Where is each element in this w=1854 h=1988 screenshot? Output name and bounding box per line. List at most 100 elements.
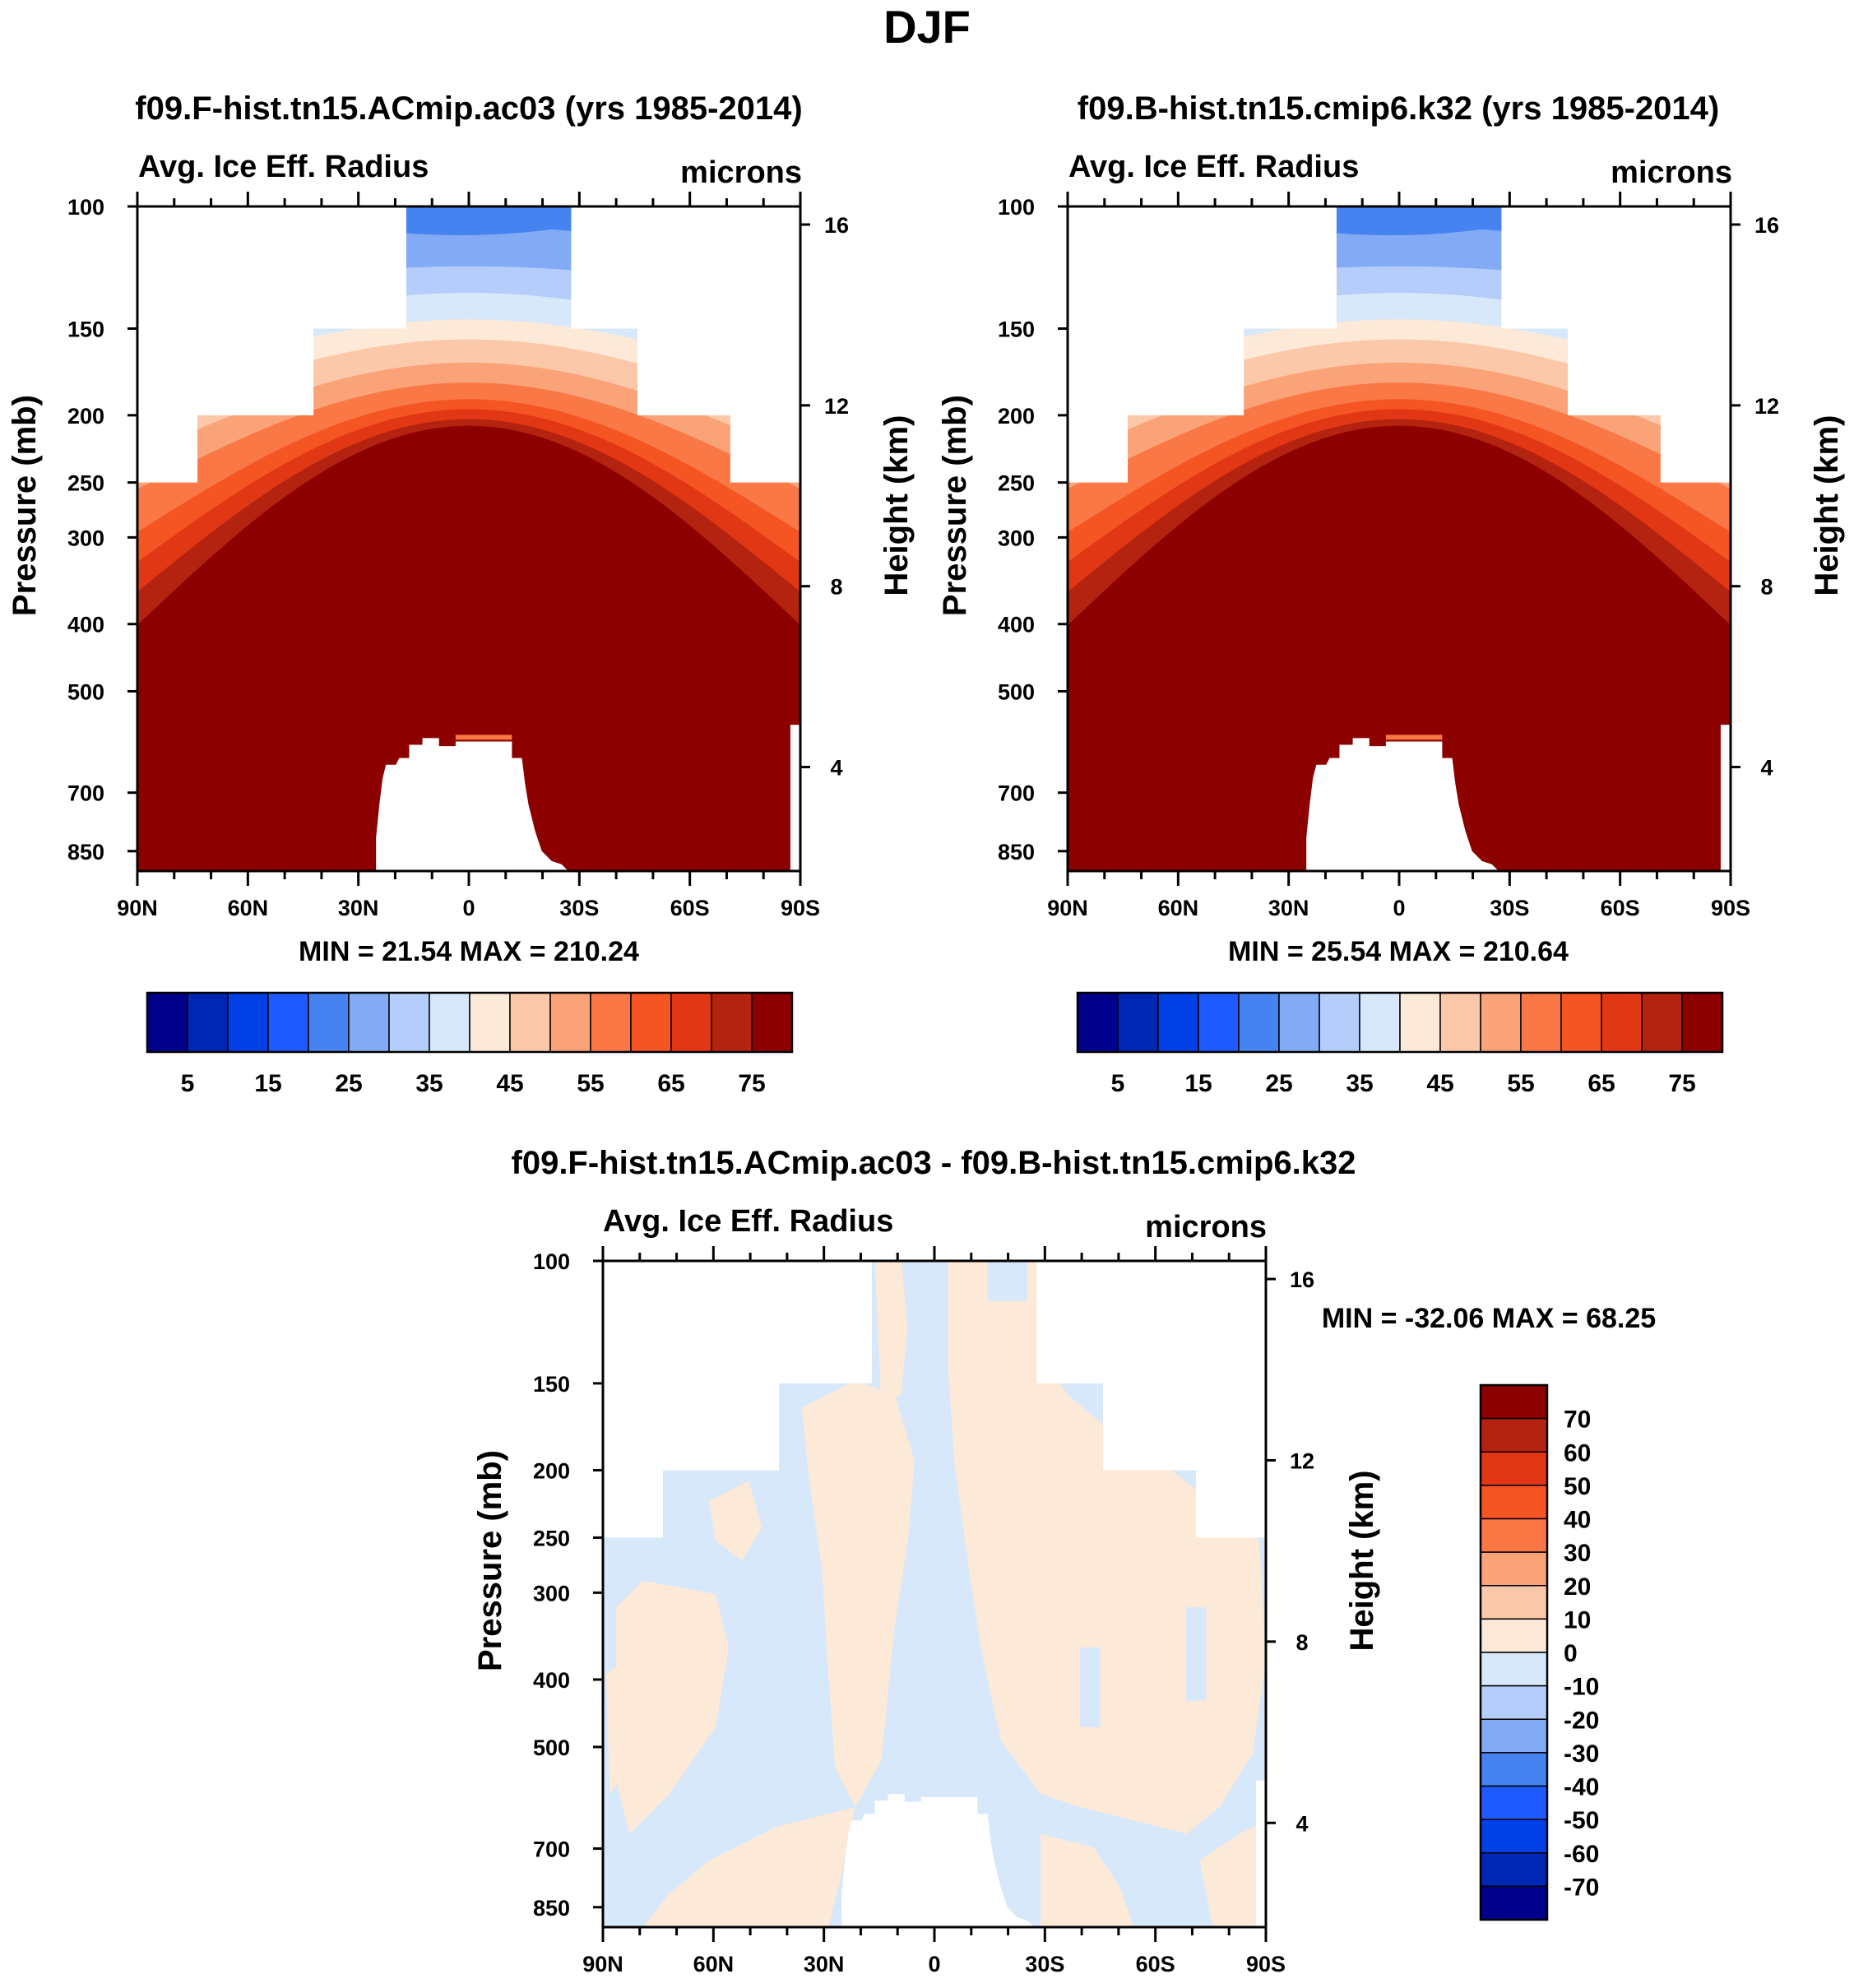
lat-tick-label: 0 [1393,896,1405,920]
colorbar-label: -60 [1564,1841,1599,1868]
contour-band [455,734,512,740]
height-tick-label: 4 [830,756,842,781]
colorbar-swatch [227,992,269,1053]
missing-data-region [1501,206,1569,329]
colorbar-swatch [1681,992,1723,1053]
colorbar-swatch [1480,1518,1548,1553]
colorbar-label: 55 [577,1070,604,1097]
colorbar-swatch [1480,1885,1548,1921]
contour-band [1186,1607,1207,1701]
colorbar-swatch [1480,1785,1548,1820]
colorbar-swatch [1520,992,1562,1053]
colorbar-swatch [267,992,309,1053]
pressure-tick-label: 400 [533,1668,570,1693]
height-tick-label: 16 [824,213,849,238]
colorbar-label: 20 [1564,1573,1591,1601]
pressure-tick-label: 500 [998,679,1035,704]
contour-band [606,1661,630,1794]
pressure-tick-label: 500 [67,679,104,704]
missing-data-region [1660,206,1731,483]
pressure-tick-label: 400 [998,613,1035,637]
colorbar-swatch [549,992,591,1053]
surface-terrain [1255,1780,1266,1927]
contour-band [801,1380,915,1808]
colorbar-label: 25 [335,1070,362,1097]
colorbar-label: 30 [1564,1540,1591,1567]
missing-data-region [197,206,314,415]
contour-band [406,206,572,236]
colorbar-swatch [1480,1618,1548,1653]
pressure-tick-label: 300 [533,1581,570,1606]
panel-diff-variable: Avg. Ice Eff. Radius [603,1204,893,1239]
panel-b-units: microns [1611,155,1732,190]
colorbar-label: 65 [1587,1070,1615,1097]
lat-tick-label: 90N [117,896,158,920]
height-tick-label: 8 [830,575,842,600]
lat-tick-label: 90S [781,896,820,920]
colorbar-swatch [1480,1451,1548,1486]
surface-terrain [841,1794,1034,1927]
colorbar-swatch [751,992,793,1053]
colorbar-swatch [1560,992,1602,1053]
pressure-tick-label: 250 [533,1526,570,1550]
colorbar-swatch [590,992,632,1053]
height-tick-label: 12 [824,394,849,419]
colorbar-label: 25 [1265,1070,1292,1097]
missing-data-region [778,1261,872,1383]
colorbar-swatch [1278,992,1320,1053]
colorbar-swatch [1319,992,1360,1053]
colorbar-swatch [348,992,390,1053]
colorbar-label: 70 [1564,1406,1591,1434]
pressure-tick-label: 300 [998,526,1035,550]
colorbar-swatch [1359,992,1401,1053]
height-tick-label: 8 [1760,575,1773,600]
colorbar-swatch [1198,992,1240,1053]
colorbar-swatch [1480,1652,1548,1687]
pressure-tick-label: 850 [533,1896,570,1921]
colorbar-label: 55 [1507,1070,1534,1097]
colorbar-swatch [1480,1585,1548,1620]
colorbar-swatch [469,992,511,1053]
colorbar-label: 60 [1564,1439,1591,1467]
pressure-tick-label: 200 [533,1459,570,1484]
lat-tick-label: 0 [928,1952,940,1976]
colorbar-label: 65 [657,1070,684,1097]
colorbar-frame [146,991,794,1054]
height-tick-label: 8 [1295,1630,1308,1655]
colorbar-swatch [1399,992,1441,1053]
missing-data-region [137,206,198,483]
panel-diff-title: f09.F-hist.tn15.ACmip.ac03 - f09.B-hist.… [512,1145,1356,1181]
colorbar-swatch [1157,992,1199,1053]
panel-b-ticks: 100 150 200 250 300 400 500 700 850 16 12 8 4 90N 60N 3… [937,192,1845,920]
lat-tick-label: 60S [1601,896,1640,920]
lat-tick-label: 90N [582,1952,623,1976]
panel-a-title: f09.F-hist.tn15.ACmip.ac03 (yrs 1985-201… [135,90,802,127]
colorbar-label: 5 [181,1070,195,1097]
colorbar-swatch [1238,992,1280,1053]
colorbar-swatch [1439,992,1481,1053]
missing-data-region [662,1261,780,1471]
colorbar-swatch [187,992,229,1053]
lat-tick-label: 60N [693,1952,735,1976]
colorbar-swatch [1117,992,1159,1053]
colorbar-label: 15 [254,1070,281,1097]
missing-data-region [637,206,731,415]
surface-terrain [790,725,800,871]
missing-data-region [1068,206,1129,483]
lat-tick-label: 30N [1268,896,1309,920]
colorbar-label: 15 [1184,1070,1212,1097]
contour-band [874,1261,908,1408]
colorbar-swatch [1480,992,1522,1053]
panel-model-b: f09.B-hist.tn15.cmip6.k32 (yrs 1985-2014… [937,90,1845,1097]
pressure-tick-label: 700 [67,781,104,806]
pressure-tick-label: 100 [533,1249,570,1274]
panel-difference: f09.F-hist.tn15.ACmip.ac03 - f09.B-hist.… [472,1145,1656,1976]
pressure-tick-label: 400 [67,613,104,637]
colorbar-label: 75 [738,1070,765,1097]
pressure-tick-label: 700 [533,1837,570,1861]
pressure-tick-label: 100 [998,195,1035,220]
pressure-tick-label: 200 [998,404,1035,429]
pressure-axis-label: Pressure (mb) [472,1450,508,1671]
pressure-tick-label: 300 [67,526,104,550]
